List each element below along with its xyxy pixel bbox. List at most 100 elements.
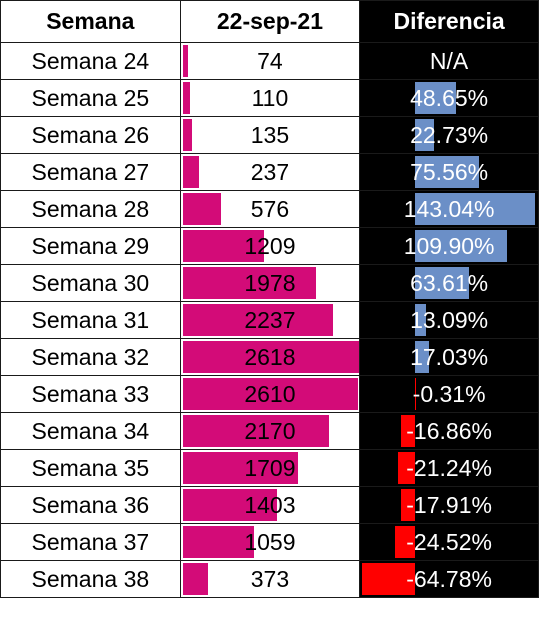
- count-cell[interactable]: 373: [179, 560, 361, 598]
- count-value: 135: [250, 121, 290, 148]
- week-cell[interactable]: Semana 27: [0, 153, 181, 191]
- week-cell[interactable]: Semana 37: [0, 523, 181, 561]
- count-value: 373: [250, 565, 290, 592]
- count-cell[interactable]: 1403: [179, 486, 361, 524]
- count-cell[interactable]: 110: [179, 79, 361, 117]
- diff-bar-positive: [415, 156, 479, 188]
- diff-value: -24.52%: [406, 528, 492, 555]
- diff-cell[interactable]: -0.31%: [359, 375, 539, 413]
- count-cell[interactable]: 2237: [179, 301, 361, 339]
- week-cell[interactable]: Semana 32: [0, 338, 181, 376]
- count-bar: [182, 119, 192, 151]
- diff-bar-positive: [415, 119, 435, 151]
- count-cell[interactable]: 2610: [179, 375, 361, 413]
- count-value: 576: [250, 195, 290, 222]
- diff-cell[interactable]: 22.73%: [359, 116, 539, 154]
- diff-bar-negative: [400, 489, 416, 521]
- count-cell[interactable]: 2170: [179, 412, 361, 450]
- diff-cell[interactable]: -17.91%: [359, 486, 539, 524]
- week-cell[interactable]: Semana 24: [0, 42, 181, 80]
- diff-value: 22.73%: [410, 121, 489, 148]
- table-row: Semana 31 2237 13.09%: [0, 301, 539, 339]
- count-cell[interactable]: 135: [179, 116, 361, 154]
- diff-cell[interactable]: -64.78%: [359, 560, 539, 598]
- count-cell[interactable]: 1978: [179, 264, 361, 302]
- count-bar: [182, 341, 359, 373]
- count-cell[interactable]: 1709: [179, 449, 361, 487]
- week-cell[interactable]: Semana 31: [0, 301, 181, 339]
- diff-value: 109.90%: [403, 232, 495, 259]
- count-bar: [182, 526, 254, 558]
- week-cell[interactable]: Semana 26: [0, 116, 181, 154]
- diff-value: 13.09%: [410, 306, 489, 333]
- count-cell[interactable]: 576: [179, 190, 361, 228]
- count-value: 1709: [244, 454, 296, 481]
- diff-bar-positive: [415, 230, 508, 262]
- diff-value: 75.56%: [410, 158, 489, 185]
- diff-cell[interactable]: 63.61%: [359, 264, 539, 302]
- table-row: Semana 33 2610 -0.31%: [0, 375, 539, 413]
- diff-bar-negative: [401, 415, 416, 447]
- week-cell[interactable]: Semana 35: [0, 449, 181, 487]
- diff-cell[interactable]: 75.56%: [359, 153, 539, 191]
- week-cell[interactable]: Semana 25: [0, 79, 181, 117]
- diff-cell[interactable]: -16.86%: [359, 412, 539, 450]
- header-date[interactable]: 22-sep-21: [179, 0, 361, 43]
- table-row: Semana 32 2618 17.03%: [0, 338, 539, 376]
- count-bar: [182, 267, 316, 299]
- diff-value: N/A: [429, 47, 469, 74]
- diff-bar-positive: [415, 267, 469, 299]
- table-row: Semana 24 74 N/A: [0, 42, 539, 80]
- diff-cell[interactable]: N/A: [359, 42, 539, 80]
- count-value: 1978: [244, 269, 296, 296]
- diff-bar-negative: [397, 452, 416, 484]
- count-bar: [182, 489, 277, 521]
- week-cell[interactable]: Semana 34: [0, 412, 181, 450]
- count-value: 1059: [244, 528, 296, 555]
- diff-bar-positive: [415, 341, 430, 373]
- count-cell[interactable]: 74: [179, 42, 361, 80]
- table-row: Semana 26 135 22.73%: [0, 116, 539, 154]
- diff-value: 143.04%: [403, 195, 495, 222]
- week-cell[interactable]: Semana 28: [0, 190, 181, 228]
- header-diff[interactable]: Diferencia: [359, 0, 539, 43]
- count-bar: [182, 304, 334, 336]
- table-row: Semana 28 576 143.04%: [0, 190, 539, 228]
- week-cell[interactable]: Semana 29: [0, 227, 181, 265]
- table-row: Semana 36 1403 -17.91%: [0, 486, 539, 524]
- count-bar: [182, 193, 222, 225]
- count-cell[interactable]: 1209: [179, 227, 361, 265]
- count-bar: [182, 452, 298, 484]
- week-cell[interactable]: Semana 38: [0, 560, 181, 598]
- week-cell[interactable]: Semana 36: [0, 486, 181, 524]
- header-week[interactable]: Semana: [0, 0, 181, 43]
- diff-cell[interactable]: 13.09%: [359, 301, 539, 339]
- count-bar: [182, 230, 264, 262]
- week-cell[interactable]: Semana 33: [0, 375, 181, 413]
- diff-value: -17.91%: [406, 491, 492, 518]
- diff-value: -64.78%: [406, 565, 492, 592]
- diff-bar-negative: [395, 526, 416, 558]
- diff-cell[interactable]: -24.52%: [359, 523, 539, 561]
- table-row: Semana 37 1059 -24.52%: [0, 523, 539, 561]
- diff-cell[interactable]: 48.65%: [359, 79, 539, 117]
- count-cell[interactable]: 1059: [179, 523, 361, 561]
- count-cell[interactable]: 2618: [179, 338, 361, 376]
- diff-bar-negative: [362, 563, 416, 595]
- count-cell[interactable]: 237: [179, 153, 361, 191]
- count-value: 1209: [244, 232, 296, 259]
- count-bar: [182, 156, 199, 188]
- diff-cell[interactable]: -21.24%: [359, 449, 539, 487]
- diff-cell[interactable]: 143.04%: [359, 190, 539, 228]
- week-cell[interactable]: Semana 30: [0, 264, 181, 302]
- diff-cell[interactable]: 109.90%: [359, 227, 539, 265]
- diff-bar-positive: [415, 193, 536, 225]
- count-value: 110: [251, 84, 289, 111]
- diff-value: 17.03%: [410, 343, 489, 370]
- diff-cell[interactable]: 17.03%: [359, 338, 539, 376]
- diff-value: -0.31%: [412, 380, 486, 407]
- table-row: Semana 38 373 -64.78%: [0, 560, 539, 598]
- diff-value: -21.24%: [406, 454, 492, 481]
- count-value: 2618: [244, 343, 296, 370]
